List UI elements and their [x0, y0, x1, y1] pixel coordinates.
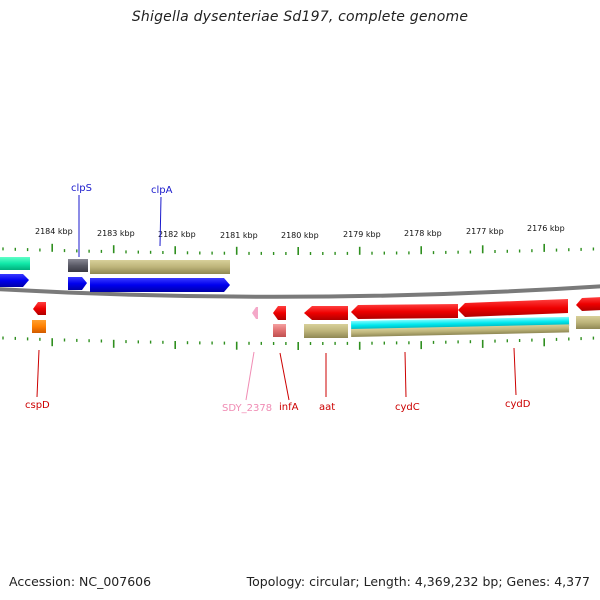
- gene-cydD[interactable]: [458, 299, 568, 317]
- tick-row-bottom: [2, 336, 595, 350]
- gene-clpS[interactable]: [68, 277, 87, 290]
- genome-summary-text: Topology: circular; Length: 4,369,232 bp…: [246, 574, 590, 589]
- gene-label-clpS: clpS: [71, 183, 92, 194]
- leader-line: [279, 352, 290, 401]
- gene-feature-red-right[interactable]: [576, 297, 600, 311]
- gene-label-aat: aat: [319, 402, 335, 413]
- forward-features: [0, 257, 230, 292]
- gene-cspD-shadow[interactable]: [32, 320, 46, 333]
- gene-label-clpA: clpA: [151, 185, 173, 196]
- gene-feature-blue[interactable]: [0, 274, 29, 287]
- gene-feature-teal[interactable]: [0, 257, 30, 270]
- bottom-gene-labels: cspD SDY_2378 infA aat cydC cydD: [25, 347, 531, 414]
- gene-label-cspD: cspD: [25, 400, 50, 411]
- kbp-label: 2179 kbp: [343, 230, 381, 239]
- gene-cydC[interactable]: [351, 304, 458, 319]
- kbp-label: 2183 kbp: [97, 229, 135, 238]
- leader-line: [159, 196, 162, 247]
- kbp-label: 2178 kbp: [404, 229, 442, 238]
- gene-label-cydC: cydC: [395, 402, 420, 413]
- kbp-labels: 2184 kbp 2183 kbp 2182 kbp 2181 kbp 2180…: [35, 224, 565, 240]
- gene-cspD[interactable]: [33, 302, 46, 315]
- top-gene-labels: clpS clpA: [71, 183, 173, 257]
- tick-row-top: [2, 243, 595, 255]
- kbp-label: 2182 kbp: [158, 230, 196, 239]
- kbp-label: 2181 kbp: [220, 231, 258, 240]
- gene-infA[interactable]: [273, 306, 286, 320]
- map-title: Shigella dysenteriae Sd197, complete gen…: [131, 9, 469, 25]
- reverse-features: [32, 297, 600, 338]
- accession-text: Accession: NC_007606: [9, 574, 152, 589]
- gene-aat-shadow[interactable]: [304, 324, 348, 338]
- kbp-label: 2177 kbp: [466, 227, 504, 236]
- kbp-label: 2180 kbp: [281, 231, 319, 240]
- gene-label-cydD: cydD: [505, 399, 531, 410]
- kbp-label: 2184 kbp: [35, 227, 73, 236]
- genome-backbone: [0, 284, 600, 299]
- gene-cydC-shadow2[interactable]: [351, 324, 570, 337]
- leader-line: [513, 347, 517, 396]
- gene-feature-tan-right[interactable]: [576, 316, 600, 329]
- gene-label-infA: infA: [279, 402, 299, 413]
- gene-clpS-shadow[interactable]: [68, 259, 88, 272]
- gene-aat[interactable]: [304, 306, 348, 320]
- leader-line: [404, 351, 407, 398]
- leader-line: [245, 351, 255, 401]
- gene-SDY_2378[interactable]: [252, 307, 258, 319]
- gene-clpA[interactable]: [90, 278, 230, 292]
- gene-clpA-shadow[interactable]: [90, 260, 230, 274]
- leader-line: [36, 349, 40, 398]
- kbp-label: 2176 kbp: [527, 224, 565, 233]
- gene-label-SDY_2378: SDY_2378: [222, 403, 272, 414]
- gene-infA-shadow[interactable]: [273, 324, 286, 337]
